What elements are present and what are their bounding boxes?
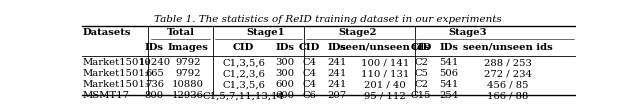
Text: seen/unseen ids: seen/unseen ids [463,43,552,52]
Text: C2: C2 [414,80,428,89]
Text: 10880: 10880 [172,80,204,89]
Text: Stage3: Stage3 [449,28,487,37]
Text: 100 / 141: 100 / 141 [361,58,409,67]
Text: 665: 665 [145,69,164,78]
Text: 12936: 12936 [172,91,204,100]
Text: C4: C4 [303,58,317,67]
Text: 736: 736 [145,80,164,89]
Text: 300: 300 [275,58,294,67]
Text: C1,5,7,11,13,14: C1,5,7,11,13,14 [203,91,285,100]
Text: 166 / 88: 166 / 88 [487,91,528,100]
Text: C6: C6 [303,91,317,100]
Text: MSMT17: MSMT17 [83,91,129,100]
Text: CID: CID [411,43,432,52]
Text: Table 1. The statistics of ReID training dataset in our experiments: Table 1. The statistics of ReID training… [154,15,502,24]
Text: IDs: IDs [275,43,294,52]
Text: 272 / 234: 272 / 234 [484,69,532,78]
Text: Market1501₃: Market1501₃ [83,80,149,89]
Text: 254: 254 [440,91,459,100]
Text: C4: C4 [303,80,317,89]
Text: C1,3,5,6: C1,3,5,6 [222,80,265,89]
Text: 288 / 253: 288 / 253 [484,58,531,67]
Text: 600: 600 [275,91,294,100]
Text: C5: C5 [414,69,428,78]
Text: Datasets: Datasets [83,28,131,37]
Text: 541: 541 [439,80,459,89]
Text: 241: 241 [327,58,347,67]
Text: Images: Images [168,43,209,52]
Text: C15: C15 [411,91,431,100]
Text: Total: Total [166,28,195,37]
Text: 95 / 112: 95 / 112 [364,91,406,100]
Text: 300: 300 [275,69,294,78]
Text: 241: 241 [327,80,347,89]
Text: 9792: 9792 [175,58,201,67]
Text: Market1501₁: Market1501₁ [83,58,149,67]
Text: IDs: IDs [145,43,164,52]
Text: Market1501₂: Market1501₂ [83,69,149,78]
Text: C2: C2 [414,58,428,67]
Text: Stage1: Stage1 [246,28,285,37]
Text: 110 / 131: 110 / 131 [361,69,409,78]
Text: IDs: IDs [328,43,346,52]
Text: C1,2,3,6: C1,2,3,6 [222,69,265,78]
Text: IDs: IDs [440,43,458,52]
Text: C4: C4 [303,69,317,78]
Text: 10240: 10240 [138,58,170,67]
Text: seen/unseen ids: seen/unseen ids [340,43,430,52]
Text: 201 / 40: 201 / 40 [364,80,406,89]
Text: 506: 506 [440,69,458,78]
Text: 800: 800 [145,91,164,100]
Text: 9792: 9792 [175,69,201,78]
Text: 456 / 85: 456 / 85 [487,80,528,89]
Text: 600: 600 [275,80,294,89]
Text: CID: CID [233,43,254,52]
Text: 207: 207 [328,91,346,100]
Text: Stage2: Stage2 [338,28,376,37]
Text: C1,3,5,6: C1,3,5,6 [222,58,265,67]
Text: CID: CID [299,43,320,52]
Text: 541: 541 [439,58,459,67]
Text: 241: 241 [327,69,347,78]
